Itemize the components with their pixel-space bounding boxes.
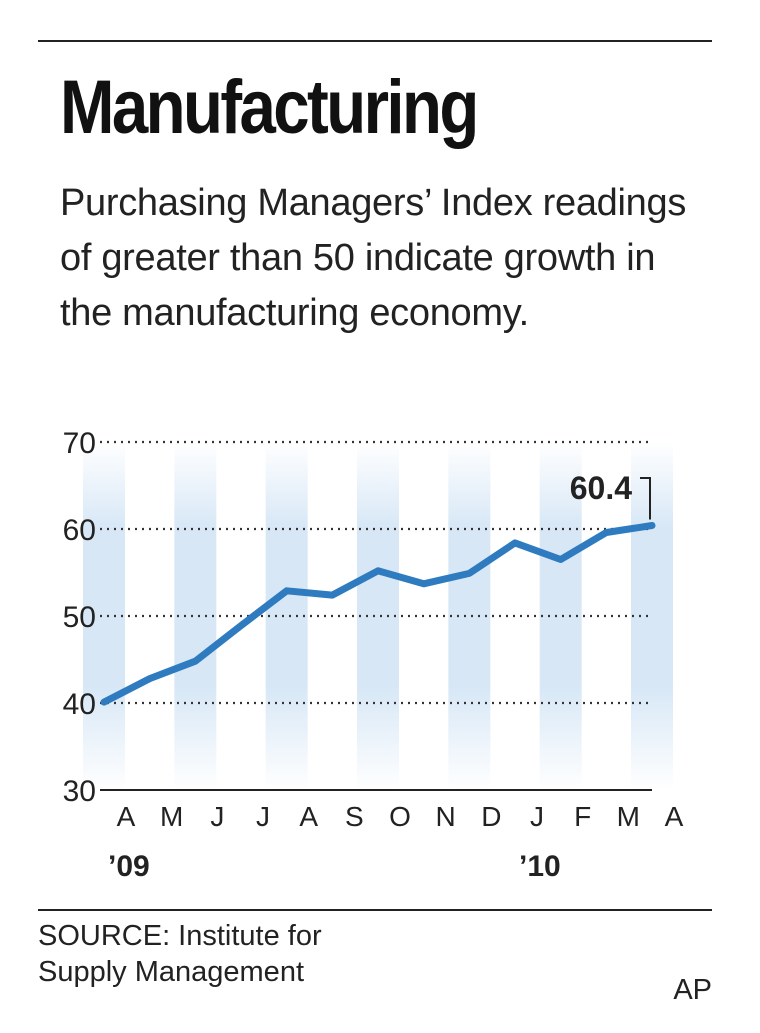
x-tick-label: J [530,801,544,832]
source-line-1: SOURCE: Institute for [38,920,322,952]
source-note: SOURCE: Institute for Supply Management [38,918,322,990]
chart-subtitle: Purchasing Managers’ Index readings of g… [60,182,687,334]
bottom-rule [38,909,712,911]
series-line [100,522,656,706]
x-tick-label: N [436,801,456,832]
y-tick-label: 30 [63,775,96,808]
x-tick-label: A [117,801,136,832]
latest-value-annotation: 60.4 [570,470,651,520]
month-band [83,442,125,790]
chart-title: Manufacturing [60,65,479,150]
y-axis: 30 40 50 60 70 [63,427,96,808]
x-tick-label: A [665,801,684,832]
annotation-label: 60.4 [570,470,632,506]
y-tick-label: 50 [63,601,96,634]
x-tick-label: J [256,801,270,832]
top-rule [38,40,712,42]
credit-label: AP [673,974,712,1006]
month-band [265,442,308,790]
year-label: ’09 [108,850,150,883]
x-tick-label: J [210,801,224,832]
month-band [174,442,217,790]
y-tick-label: 40 [63,688,96,721]
y-tick-label: 60 [63,514,96,547]
gridlines [100,440,652,705]
source-line-2: Supply Management [38,956,304,988]
x-tick-label: O [389,801,411,832]
annotation-leader [640,477,651,520]
year-label: ’10 [519,850,561,883]
y-tick-label: 70 [63,427,96,460]
x-tick-label: F [574,801,591,832]
year-labels: ’09 ’10 [108,850,561,883]
month-bands [83,442,673,790]
month-band [539,442,582,790]
month-band [631,442,673,790]
month-band [448,442,491,790]
x-tick-label: S [345,801,364,832]
month-band [357,442,399,790]
x-tick-label: D [481,801,501,832]
x-tick-label: M [617,801,640,832]
x-tick-label: M [160,801,183,832]
x-tick-label: A [299,801,318,832]
